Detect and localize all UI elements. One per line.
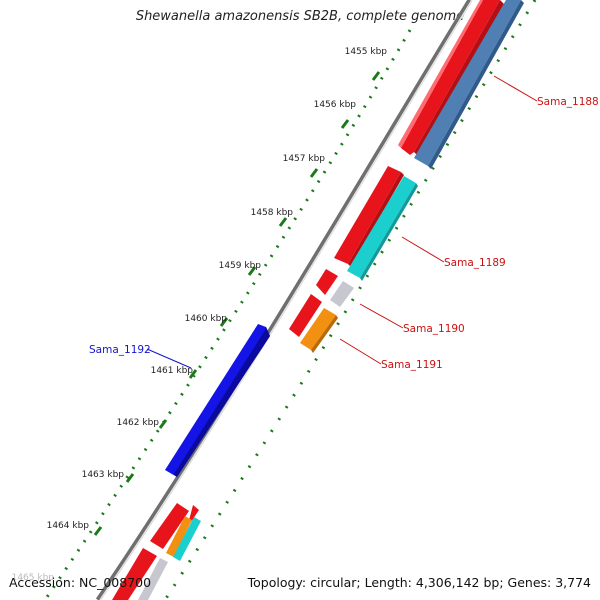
genome-backbone (95, 0, 473, 600)
gene-feature-red-shade (348, 172, 404, 267)
gene-feature-sama-1190[interactable] (330, 281, 354, 307)
gene-feature-sama-1192[interactable] (165, 324, 270, 477)
gene-feature-sama-1188-shade (428, 0, 524, 169)
gene-feature-sama-1188[interactable] (414, 0, 521, 166)
outer-gc-track (43, 29, 412, 600)
gene-feature-cyan[interactable] (173, 517, 201, 561)
label-leader-lines (339, 75, 538, 365)
gene-feature-red[interactable] (334, 166, 401, 264)
gene-feature-red-light (398, 0, 483, 148)
tick-label: 1457 kbp (283, 154, 326, 164)
gene-feature-sama-1189-shade (360, 183, 418, 281)
tick-label: 1464 kbp (47, 521, 90, 531)
gene-label-sama-1189[interactable]: Sama_1189 (444, 257, 506, 269)
tick-label: 1461 kbp (151, 366, 194, 376)
gene-label-sama-1191[interactable]: Sama_1191 (381, 359, 443, 371)
sama-1192-leader-line (146, 348, 192, 369)
map-title: Shewanella amazonensis SB2B, complete ge… (135, 9, 465, 24)
gene-feature-orange[interactable] (166, 516, 192, 557)
accession-label: Accession: NC_008700 (9, 575, 152, 590)
gene-label-sama-1190[interactable]: Sama_1190 (403, 323, 465, 335)
tick-label: 1456 kbp (314, 100, 357, 110)
tick-label: 1459 kbp (219, 261, 262, 271)
gene-label-sama-1188[interactable]: Sama_1188 (537, 96, 599, 108)
tick-label: 1458 kbp (251, 208, 294, 218)
scale-tick-labels: 1455 kbp 1456 kbp 1457 kbp 1458 kbp 1459… (12, 47, 388, 583)
gene-feature-sama-1192-shade (174, 327, 270, 477)
gene-feature-red[interactable] (112, 548, 157, 600)
tick-label: 1455 kbp (345, 47, 388, 57)
gene-feature-red-shade (414, 0, 504, 156)
gene-feature-red[interactable] (289, 294, 322, 337)
scale-tick-marks (93, 71, 381, 536)
inner-gc-track (163, 0, 537, 600)
gene-feature-red[interactable] (401, 0, 500, 155)
tick-label: 1462 kbp (117, 418, 160, 428)
gene-feature-sama-1191[interactable] (300, 308, 336, 350)
gene-feature-sama-1191-shade (311, 315, 338, 353)
genome-summary: Topology: circular; Length: 4,306,142 bp… (247, 575, 591, 590)
tick-label: 1460 kbp (185, 314, 228, 324)
gene-feature-gray[interactable] (138, 558, 168, 600)
tick-label: 1463 kbp (82, 470, 125, 480)
genome-backbone-highlight (99, 0, 473, 600)
gene-label-sama-1192[interactable]: Sama_1192 (89, 344, 151, 356)
gene-feature-red[interactable] (150, 503, 189, 549)
gene-feature-sama-1189[interactable] (347, 176, 416, 278)
gene-feature-red[interactable] (316, 269, 338, 295)
tick-label: 1465 kbp (12, 573, 55, 583)
